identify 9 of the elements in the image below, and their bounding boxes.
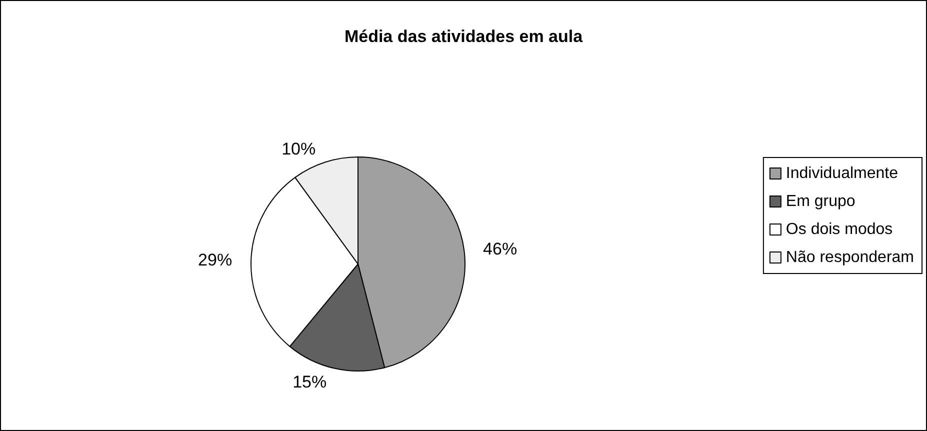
data-label: 29% <box>198 250 232 270</box>
legend-label: Em grupo <box>786 193 856 210</box>
chart-title: Média das atividades em aula <box>344 27 584 46</box>
legend-label: Não responderam <box>786 249 914 266</box>
data-label: 10% <box>282 139 316 158</box>
data-label: 15% <box>292 372 327 392</box>
data-label: 46% <box>483 239 518 258</box>
legend-label: Os dois modos <box>786 221 893 238</box>
legend-label: Individualmente <box>786 165 898 182</box>
